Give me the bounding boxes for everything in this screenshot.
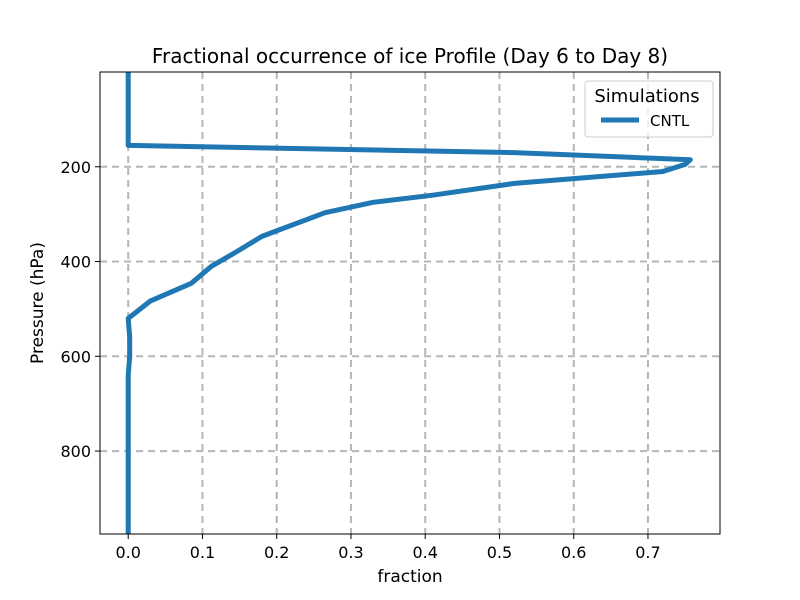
x-tick-label: 0.0	[115, 543, 140, 562]
legend-title: Simulations	[594, 86, 699, 107]
plot-frame	[99, 71, 721, 535]
x-tick-label: 0.1	[190, 543, 215, 562]
x-tick-label: 0.7	[635, 543, 660, 562]
x-tick-label: 0.3	[338, 543, 363, 562]
x-axis-label: fraction	[377, 567, 442, 587]
x-tick-label: 0.6	[561, 543, 586, 562]
y-axis-label: Pressure (hPa)	[28, 242, 48, 364]
series-layer	[125, 72, 693, 534]
x-tick-label: 0.5	[487, 543, 512, 562]
x-tick-label: 0.4	[412, 543, 437, 562]
y-axis: 200 400 600 800	[60, 158, 100, 461]
x-tick-label: 0.2	[264, 543, 289, 562]
grid	[100, 72, 720, 534]
y-tick-label: 600	[60, 347, 91, 366]
series-line-cntl	[125, 72, 693, 534]
chart-title: Fractional occurrence of ice Profile (Da…	[152, 44, 668, 68]
legend-label-cntl: CNTL	[650, 112, 690, 130]
legend: Simulations CNTL	[584, 80, 714, 138]
y-tick-label: 200	[60, 158, 91, 177]
legend-box	[584, 80, 714, 138]
y-tick-label: 400	[60, 253, 91, 272]
y-tick-label: 800	[60, 442, 91, 461]
x-axis: 0.0 0.1 0.2 0.3 0.4 0.5 0.6 0.7	[115, 534, 661, 562]
